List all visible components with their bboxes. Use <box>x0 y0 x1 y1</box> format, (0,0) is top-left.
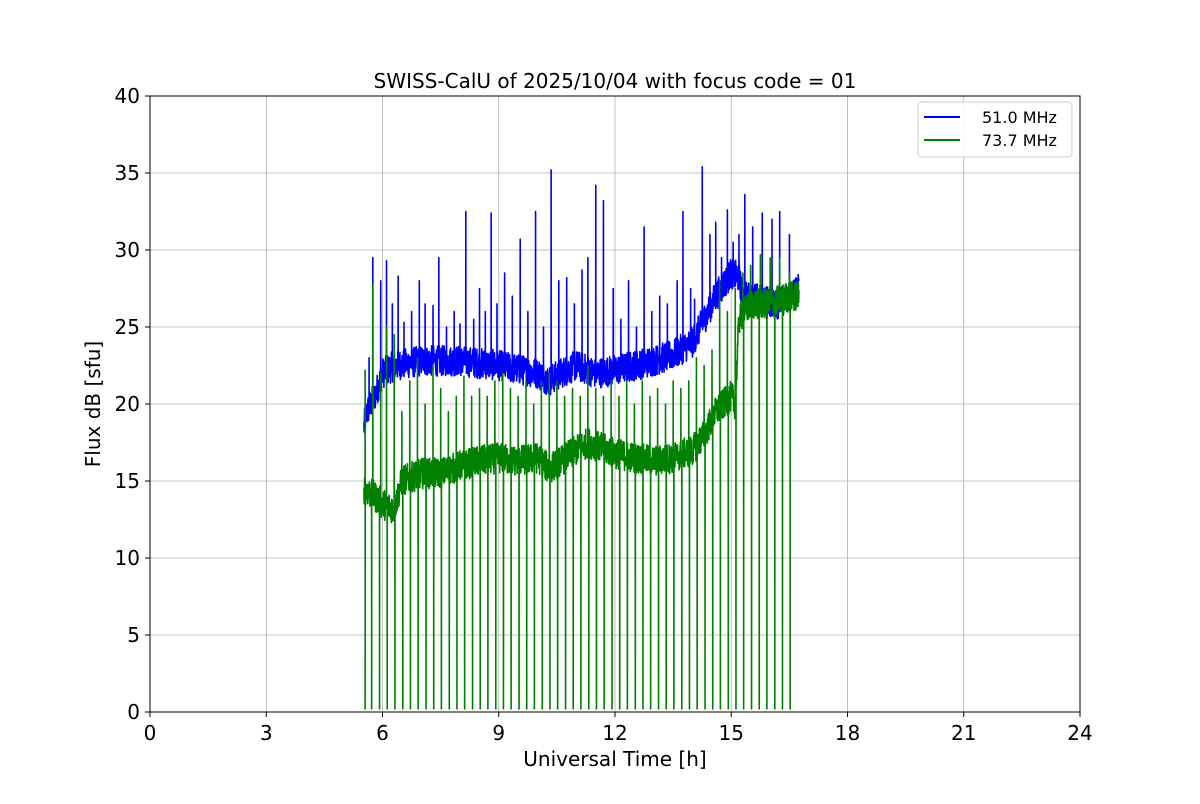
legend-box <box>917 101 1073 158</box>
x-tick-label: 15 <box>719 721 744 745</box>
y-tick-label: 20 <box>115 392 140 416</box>
y-tick-label: 35 <box>115 161 140 185</box>
x-tick-label: 6 <box>376 721 389 745</box>
grid-layer <box>149 95 1081 713</box>
series-line-73mhz <box>363 253 800 710</box>
x-tick-label: 12 <box>602 721 627 745</box>
y-tick-label: 5 <box>127 623 140 647</box>
x-axis-label: Universal Time [h] <box>523 747 706 771</box>
legend: 51.0 MHz 73.7 MHz <box>917 101 1073 158</box>
ticks-layer: 0 3 6 9 12 15 18 21 24 0 5 10 15 20 25 30 35 40 <box>115 84 1093 745</box>
legend-label-73mhz: 73.7 MHz <box>982 131 1057 150</box>
x-tick-label: 18 <box>835 721 860 745</box>
plot-area <box>363 166 800 710</box>
series-layer <box>363 166 800 710</box>
chart-title: SWISS-CalU of 2025/10/04 with focus code… <box>374 69 857 93</box>
y-tick-label: 15 <box>115 469 140 493</box>
x-tick-label: 9 <box>492 721 505 745</box>
y-tick-label: 25 <box>115 315 140 339</box>
series-1 <box>363 253 800 710</box>
y-tick-label: 0 <box>127 700 140 724</box>
x-tick-label: 21 <box>951 721 976 745</box>
y-tick-label: 40 <box>115 84 140 108</box>
y-tick-label: 30 <box>115 238 140 262</box>
series-0 <box>363 166 800 433</box>
x-tick-label: 0 <box>144 721 157 745</box>
y-axis-label: Flux dB [sfu] <box>81 341 105 467</box>
x-tick-label: 24 <box>1067 721 1092 745</box>
y-tick-label: 10 <box>115 546 140 570</box>
x-tick-label: 3 <box>260 721 273 745</box>
series-line-51mhz <box>363 166 800 433</box>
legend-label-51mhz: 51.0 MHz <box>982 108 1057 127</box>
